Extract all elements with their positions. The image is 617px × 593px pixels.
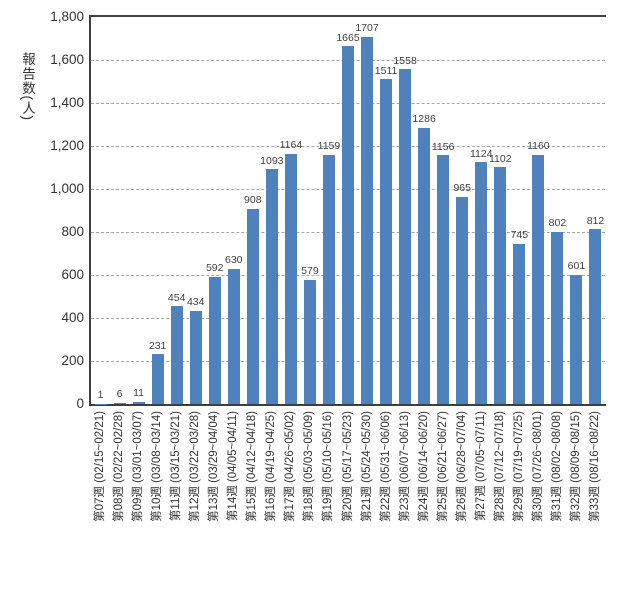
x-tick-label: 第21週 (05/24~05/30): [360, 411, 373, 522]
bar-value-label: 579: [301, 265, 319, 277]
x-tick-label: 第20週 (05/17~05/23): [341, 411, 354, 522]
x-tick-label: 第27週 (07/05~07/11): [474, 411, 487, 522]
bar-value-label: 434: [186, 296, 205, 309]
x-tick-label: 第14週 (04/05~04/11): [227, 411, 240, 522]
bar: [532, 154, 545, 404]
y-axis-line: [89, 15, 91, 406]
plot-top-border: [89, 15, 606, 17]
x-tick-label: 第25週 (06/21~06/27): [436, 411, 449, 522]
bar: [208, 276, 221, 404]
bar: [151, 354, 164, 404]
bar-value-label: 1665: [336, 31, 360, 44]
bar: [513, 243, 526, 404]
x-tick-label: 第19週 (05/10~05/16): [322, 411, 335, 522]
y-tick-label: 1,200: [50, 138, 84, 153]
bar-value-label: 1286: [412, 113, 436, 125]
y-tick-label: 1,600: [50, 52, 84, 67]
y-tick-label: 200: [61, 353, 84, 368]
x-tick-label: 第33週 (08/16~08/22): [588, 411, 601, 522]
x-tick-label: 第26週 (06/28~07/04): [455, 411, 468, 522]
bar: [342, 46, 354, 404]
bar-value-label: 6: [116, 388, 123, 401]
y-tick-label: 800: [61, 224, 84, 239]
x-tick-label: 第17週 (04/26~05/02): [284, 411, 297, 522]
y-tick-label: 0: [76, 396, 84, 411]
bar-value-label: 1156: [431, 140, 455, 153]
x-tick-label: 第07週 (02/15~02/21): [94, 411, 107, 522]
bar: [494, 167, 507, 404]
bar-value-label: 592: [205, 262, 224, 275]
y-tick-label: 1,400: [50, 95, 84, 110]
bar-value-label: 908: [244, 194, 262, 207]
bar: [589, 229, 602, 404]
bar: [418, 127, 431, 404]
bar: [227, 268, 240, 404]
bar-value-label: 802: [548, 217, 567, 230]
bar-value-label: 1160: [527, 140, 550, 153]
bar-value-label: 1164: [279, 139, 303, 152]
bar-value-label: 745: [510, 229, 529, 242]
bar: [284, 153, 297, 404]
y-tick-label: 400: [61, 310, 84, 325]
x-tick-label: 第10週 (03/08~03/14): [151, 411, 164, 522]
x-tick-label: 第32週 (08/09~08/15): [569, 411, 582, 522]
x-tick-label: 第09週 (03/01~03/07): [132, 411, 145, 522]
y-tick-label: 1,800: [50, 9, 84, 24]
bar-value-label: 1558: [393, 54, 417, 67]
bar: [246, 208, 259, 404]
bar: [303, 279, 316, 404]
x-tick-label: 第24週 (06/14~06/20): [417, 411, 430, 522]
bar-value-label: 454: [167, 291, 186, 304]
bar: [456, 196, 469, 404]
x-tick-label: 第23週 (06/07~06/13): [398, 411, 411, 522]
x-tick-label: 第15週 (04/12~04/18): [246, 411, 259, 522]
bar-value-label: 601: [567, 260, 586, 273]
bar: [551, 231, 564, 404]
x-tick-label: 第12週 (03/22~03/28): [189, 411, 202, 522]
x-tick-label: 第18週 (05/03~05/09): [303, 411, 316, 522]
bar-value-label: 1: [97, 389, 104, 402]
bar: [322, 154, 335, 404]
bar-value-label: 1159: [317, 140, 341, 153]
bar: [570, 274, 583, 404]
x-tick-label: 第30週 (07/26~08/01): [531, 411, 544, 522]
y-tick-label: 600: [61, 267, 84, 282]
x-tick-label: 第28週 (07/12~07/18): [493, 411, 506, 522]
bar: [113, 402, 126, 404]
bar-value-label: 1511: [374, 64, 398, 77]
x-tick-label: 第16週 (04/19~04/25): [265, 411, 278, 522]
bar-value-label: 1102: [488, 152, 512, 165]
bar-value-label: 231: [148, 339, 167, 352]
bar: [399, 69, 412, 404]
bar-value-label: 1093: [260, 154, 284, 167]
bar: [265, 169, 278, 404]
bar: [380, 79, 393, 404]
bar-value-label: 1707: [355, 22, 379, 35]
x-tick-label: 第29週 (07/19~07/25): [512, 411, 525, 522]
bar: [170, 306, 183, 404]
bar-value-label: 11: [133, 387, 145, 400]
x-tick-label: 第13週 (03/29~04/04): [208, 411, 221, 522]
bar: [437, 155, 450, 404]
bar: [475, 162, 488, 404]
bar: [189, 310, 202, 404]
x-tick-label: 第22週 (05/31~06/06): [379, 411, 392, 522]
x-axis-line: [89, 404, 606, 406]
x-tick-label: 第11週 (03/15~03/21): [170, 411, 183, 522]
bar-value-label: 812: [586, 214, 605, 227]
bar-value-label: 965: [453, 182, 471, 195]
x-tick-label: 第08週 (02/22~02/28): [113, 411, 126, 522]
bar-value-label: 630: [225, 254, 243, 267]
y-axis-title: 報告数(人): [20, 52, 35, 121]
x-tick-label: 第31週 (08/02~08/08): [550, 411, 563, 522]
y-tick-label: 1,000: [50, 181, 84, 196]
bar-value-label: 1124: [469, 147, 493, 160]
bar: [361, 36, 374, 404]
bar: [132, 401, 145, 404]
